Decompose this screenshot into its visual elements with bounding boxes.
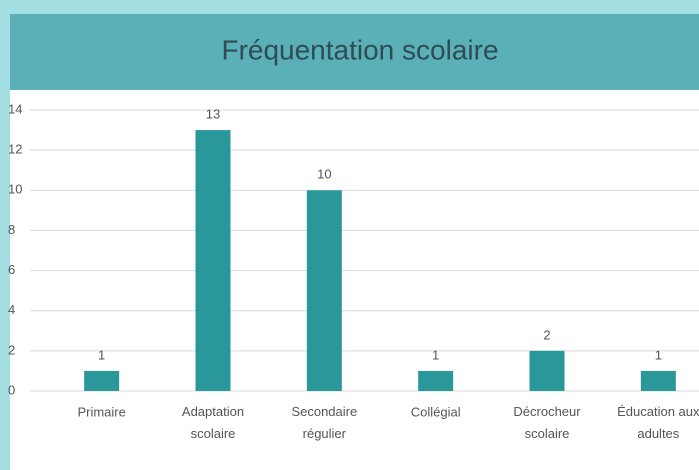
bar [195,130,231,392]
plot-background [10,90,699,470]
y-tick-label: 10 [8,182,22,197]
x-tick-label: Adaptation scolaire [182,404,244,441]
title-band [10,14,699,90]
chart-title: Fréquentation scolaire [221,34,498,65]
x-tick-label: Primaire [77,404,125,419]
y-tick-label: 4 [8,302,15,317]
y-tick-label: 12 [8,142,22,157]
x-tick-label: Éducation aux adultes [617,404,699,441]
x-tick-label: Collégial [411,404,461,419]
x-tick-label: Secondaire régulier [291,404,357,441]
y-tick-label: 0 [8,382,15,397]
y-tick-label: 2 [8,342,15,357]
data-label: 2 [543,327,550,342]
data-label: 1 [98,347,105,362]
bar [306,190,342,391]
bar [640,370,676,391]
data-label: 1 [432,347,439,362]
bar [529,350,565,391]
y-tick-label: 14 [8,101,22,116]
data-label: 1 [655,347,662,362]
y-tick-label: 8 [8,222,15,237]
bar [84,370,120,391]
data-label: 13 [206,107,220,122]
bar [418,370,454,391]
data-label: 10 [317,167,331,182]
x-tick-label: Décrocheur scolaire [513,404,581,441]
y-tick-label: 6 [8,262,15,277]
